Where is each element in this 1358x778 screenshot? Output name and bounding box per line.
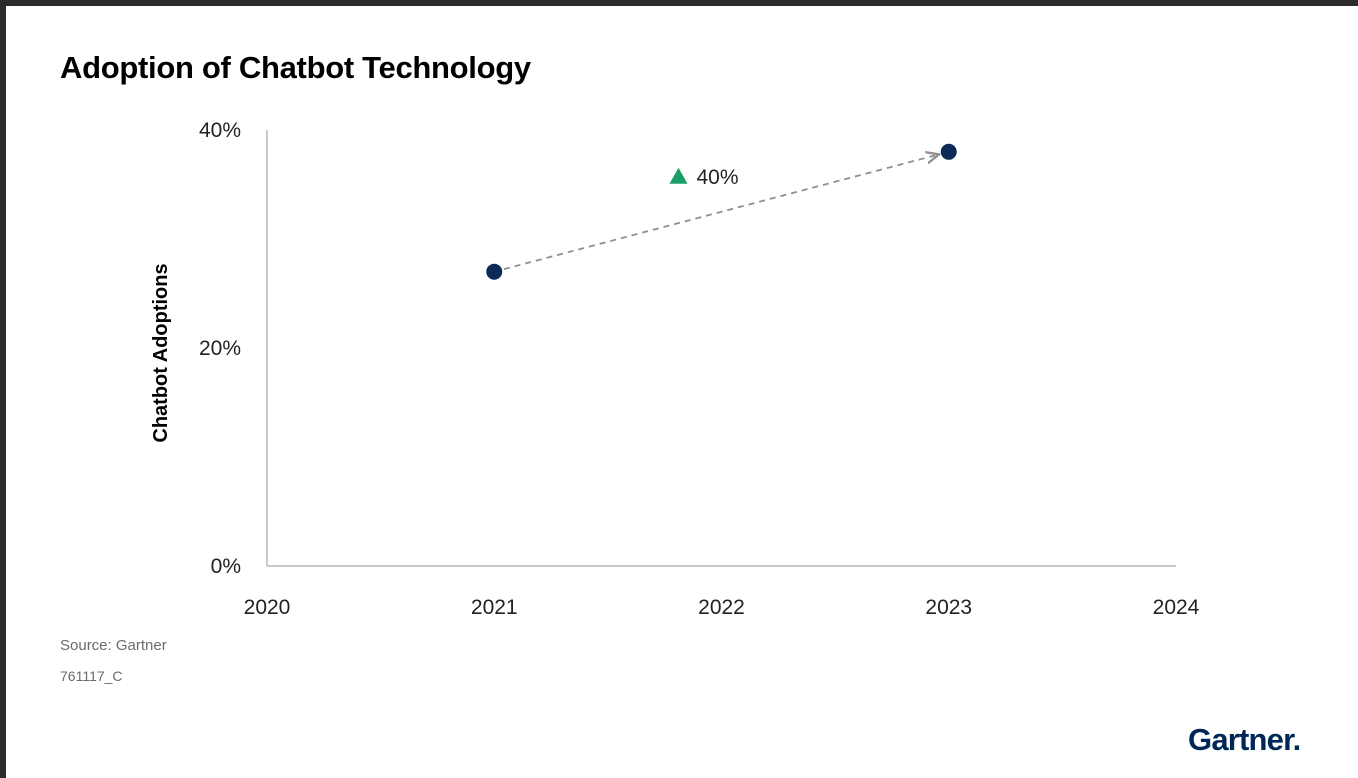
chart-marks: 40% <box>486 143 957 280</box>
logo-dot: . <box>1292 722 1302 757</box>
y-tick-label: 20% <box>199 337 241 360</box>
chart-title: Adoption of Chatbot Technology <box>60 50 531 85</box>
annotation-label: 40% <box>697 166 739 189</box>
data-point <box>940 143 957 160</box>
gartner-logo: Gartner. <box>1188 722 1301 758</box>
y-tick-label: 0% <box>211 555 241 578</box>
figure-code: 761117_C <box>60 668 123 684</box>
logo-text: Gartner <box>1188 722 1293 757</box>
x-tick-label: 2024 <box>1153 596 1200 619</box>
chart-axes <box>266 130 1176 567</box>
y-tick-label: 40% <box>199 119 241 142</box>
x-tick-label: 2021 <box>471 596 518 619</box>
chart-card: Adoption of Chatbot Technology 0% 20% 40% … <box>6 6 1358 778</box>
chart: 0% 20% 40% 2020 2021 2022 2023 2024 Chatbot Ad… <box>150 119 1200 619</box>
up-triangle-icon <box>669 167 688 184</box>
trend-arrow <box>503 154 939 271</box>
y-axis-label: Chatbot Adoptions <box>150 263 172 442</box>
x-tick-label: 2022 <box>698 596 745 619</box>
x-tick-label: 2020 <box>244 596 291 619</box>
x-tick-labels: 2020 2021 2022 2023 2024 <box>244 596 1200 619</box>
data-point <box>486 263 503 280</box>
source-note: Source: Gartner <box>60 637 167 654</box>
y-tick-labels: 0% 20% 40% <box>199 119 241 578</box>
x-tick-label: 2023 <box>925 596 972 619</box>
